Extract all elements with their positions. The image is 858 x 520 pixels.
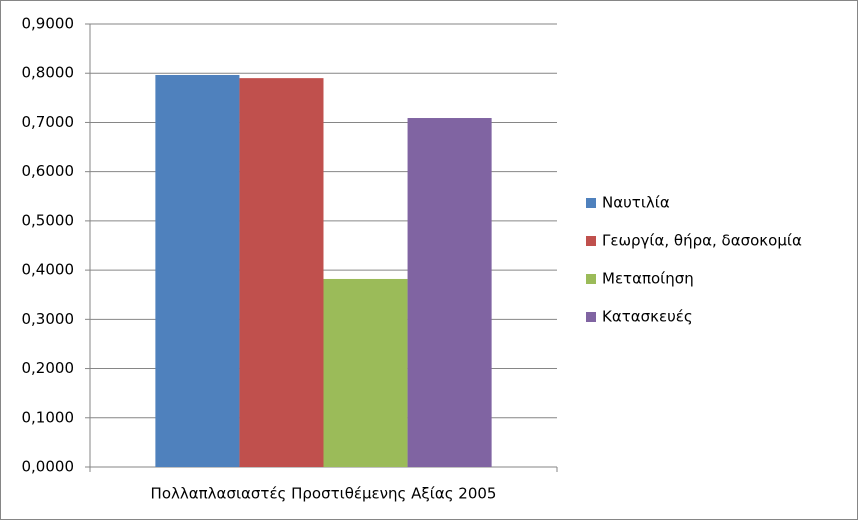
legend-label: Ναυτιλία — [602, 194, 670, 212]
y-tick-label: 0,3000 — [22, 310, 75, 328]
y-tick-label: 0,0000 — [22, 458, 75, 476]
y-tick-label: 0,8000 — [22, 64, 75, 82]
y-tick-label: 0,2000 — [22, 359, 75, 377]
y-tick-label: 0,6000 — [22, 162, 75, 180]
y-tick-label: 0,4000 — [22, 261, 75, 279]
x-tick-label: Πολλαπλασιαστές Προστιθέμενης Αξίας 2005 — [151, 485, 497, 503]
bar — [239, 78, 324, 468]
bar — [155, 74, 240, 467]
legend-swatch — [586, 274, 596, 284]
legend-label: Μεταποίηση — [602, 270, 694, 288]
bar — [407, 118, 492, 468]
legend-label: Κατασκευές — [602, 308, 693, 326]
legend-swatch — [586, 198, 596, 208]
bar — [323, 278, 408, 467]
y-tick-label: 0,5000 — [22, 211, 75, 229]
legend-label: Γεωργία, θήρα, δασοκομία — [602, 232, 802, 250]
legend-swatch — [586, 236, 596, 246]
y-tick-label: 0,1000 — [22, 408, 75, 426]
y-tick-label: 0,7000 — [22, 113, 75, 131]
legend-swatch — [586, 312, 596, 322]
y-tick-label: 0,9000 — [22, 15, 75, 33]
